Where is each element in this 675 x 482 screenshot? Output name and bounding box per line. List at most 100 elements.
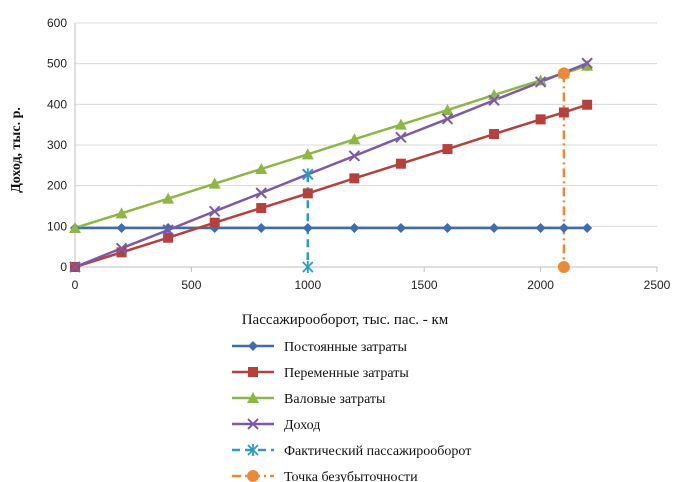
data-point bbox=[115, 207, 128, 219]
data-point bbox=[489, 129, 500, 140]
y-tick-label: 400 bbox=[47, 97, 67, 111]
legend-item: Переменные затраты bbox=[232, 366, 409, 381]
marker-stroke bbox=[115, 242, 128, 255]
legend-item: Фактический пассажирооборот bbox=[232, 444, 471, 459]
data-point bbox=[349, 222, 360, 233]
legend-item: Точка безубыточности bbox=[232, 470, 418, 482]
x-tick-label: 1500 bbox=[411, 278, 438, 292]
series-line bbox=[74, 62, 588, 269]
data-point bbox=[69, 261, 81, 273]
data-point bbox=[535, 222, 546, 233]
y-tick-labels: 0 100 200 300 400 500 600 bbox=[47, 16, 67, 274]
x-tick-label: 500 bbox=[181, 278, 201, 292]
data-point bbox=[395, 222, 406, 233]
data-point bbox=[442, 144, 453, 155]
axes bbox=[74, 23, 658, 272]
x-tick-label: 2500 bbox=[644, 278, 671, 292]
data-point bbox=[489, 222, 500, 233]
marker-stroke bbox=[348, 150, 361, 162]
data-point bbox=[582, 222, 593, 233]
y-tick-label: 0 bbox=[60, 260, 67, 274]
data-point bbox=[557, 261, 570, 273]
x-tick-label: 2000 bbox=[527, 278, 554, 292]
data-point bbox=[442, 222, 453, 233]
data-point bbox=[581, 59, 594, 71]
y-tick-label: 500 bbox=[47, 57, 67, 71]
data-point bbox=[302, 188, 313, 199]
data-point bbox=[115, 242, 128, 255]
data-point bbox=[209, 217, 220, 228]
x-tick-labels: 0 500 1000 1500 2000 2500 bbox=[72, 278, 671, 292]
marker-stroke bbox=[395, 131, 407, 143]
legend-item: Постоянные затраты bbox=[232, 340, 408, 355]
data-point bbox=[535, 114, 546, 125]
data-point bbox=[116, 247, 127, 258]
legend-marker bbox=[247, 418, 259, 430]
marker-stroke bbox=[581, 57, 593, 69]
data-point bbox=[162, 192, 175, 204]
data-point bbox=[349, 173, 360, 184]
marker-stroke bbox=[208, 205, 221, 217]
data-point bbox=[558, 222, 569, 233]
y-tick-label: 200 bbox=[47, 179, 67, 193]
legend-label: Доход bbox=[284, 418, 320, 433]
series-markers bbox=[69, 57, 594, 273]
data-point bbox=[301, 148, 314, 160]
data-point bbox=[557, 67, 570, 80]
series-line bbox=[74, 64, 588, 230]
legend-marker bbox=[247, 444, 259, 456]
data-point bbox=[534, 74, 547, 86]
data-point bbox=[488, 94, 500, 106]
legend-item: Валовые затраты bbox=[232, 392, 386, 407]
data-point bbox=[558, 107, 569, 118]
data-point bbox=[162, 224, 174, 236]
legend-item: Доход bbox=[232, 418, 320, 433]
y-tick-label: 600 bbox=[47, 16, 67, 30]
data-point bbox=[302, 168, 314, 181]
data-point bbox=[302, 222, 313, 233]
marker-stroke bbox=[488, 94, 500, 106]
data-point bbox=[394, 118, 407, 130]
data-point bbox=[582, 99, 593, 110]
data-point bbox=[69, 221, 81, 233]
data-point bbox=[256, 222, 267, 233]
data-point bbox=[441, 104, 454, 116]
legend-label: Постоянные затраты bbox=[284, 340, 408, 355]
y-axis-title: Доход, тыс. р. bbox=[9, 107, 24, 193]
legend-marker bbox=[248, 341, 258, 351]
legend-marker bbox=[247, 470, 259, 482]
legend: Постоянные затраты Переменные затраты Вало… bbox=[232, 340, 471, 482]
data-point bbox=[163, 232, 174, 243]
marker-stroke bbox=[255, 187, 267, 199]
legend-label: Переменные затраты bbox=[284, 366, 409, 381]
data-point bbox=[395, 158, 406, 169]
series-lines bbox=[74, 62, 588, 269]
marker-stroke bbox=[247, 418, 259, 430]
data-point bbox=[302, 261, 314, 273]
legend-label: Фактический пассажирооборот bbox=[284, 444, 471, 459]
y-tick-label: 300 bbox=[47, 138, 67, 152]
data-point bbox=[163, 222, 174, 233]
data-point bbox=[208, 205, 221, 217]
x-tick-label: 1000 bbox=[294, 278, 321, 292]
data-point bbox=[256, 203, 267, 214]
legend-label: Точка безубыточности bbox=[284, 470, 418, 482]
gridlines bbox=[75, 22, 657, 227]
y-tick-label: 100 bbox=[47, 219, 67, 233]
data-point bbox=[348, 150, 361, 162]
marker-stroke bbox=[441, 113, 454, 125]
marker-stroke bbox=[534, 76, 547, 88]
data-point bbox=[208, 177, 221, 189]
data-point bbox=[395, 131, 407, 143]
data-point bbox=[116, 222, 127, 233]
legend-marker bbox=[247, 392, 259, 403]
data-point bbox=[348, 133, 361, 145]
marker-stroke bbox=[162, 224, 174, 236]
x-tick-label: 0 bbox=[72, 278, 79, 292]
x-axis-title: Пассажирооборот, тыс. пас. - км bbox=[242, 312, 449, 328]
data-point bbox=[581, 57, 593, 69]
data-point bbox=[441, 113, 454, 125]
legend-label: Валовые затраты bbox=[284, 392, 386, 407]
legend-marker bbox=[248, 367, 258, 377]
